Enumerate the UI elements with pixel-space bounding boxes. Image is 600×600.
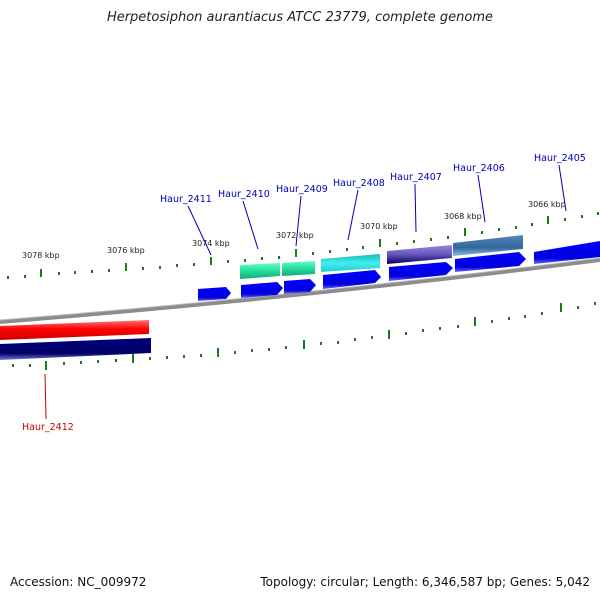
kbp-label: 3076 kbp <box>107 246 145 255</box>
gene-label-haur-2405: Haur_2405 <box>534 153 586 164</box>
gene-arrow <box>323 270 381 289</box>
kbp-label: 3074 kbp <box>192 239 230 248</box>
gene-bar-haur-2412 <box>0 320 149 340</box>
gene-label-haur-2409: Haur_2409 <box>276 184 328 195</box>
gene-label-haur-2410: Haur_2410 <box>218 189 270 200</box>
kbp-label: 3066 kbp <box>528 200 566 209</box>
kbp-label: 3078 kbp <box>22 251 60 260</box>
upper-tick-row <box>7 212 599 279</box>
upper-gene-bars <box>240 235 523 279</box>
lower-tick-row <box>12 302 596 370</box>
gene-arrow <box>534 241 600 264</box>
gene-bar-haur-2409 <box>282 261 315 276</box>
gene-bar-navy <box>0 338 151 360</box>
blue-gene-arrows <box>198 241 600 301</box>
gene-arrow <box>455 252 526 272</box>
gene-arrow <box>198 287 231 301</box>
gene-labels: Haur_2412 Haur_2411 Haur_2410 Haur_2409 … <box>22 153 586 433</box>
gene-bar-haur-2407 <box>387 245 452 264</box>
kbp-label: 3072 kbp <box>276 231 314 240</box>
gene-label-haur-2408: Haur_2408 <box>333 178 385 189</box>
accession-text: Accession: NC_009972 <box>10 575 147 589</box>
genome-title: Herpetosiphon aurantiacus ATCC 23779, co… <box>106 10 494 25</box>
gene-arrow <box>284 279 316 294</box>
gene-label-haur-2406: Haur_2406 <box>453 163 505 174</box>
gene-bar-haur-2408 <box>321 254 380 272</box>
kbp-label: 3070 kbp <box>360 222 398 231</box>
gene-label-haur-2412: Haur_2412 <box>22 422 74 433</box>
topology-text: Topology: circular; Length: 6,346,587 bp… <box>260 575 590 589</box>
kbp-labels: 3078 kbp 3076 kbp 3074 kbp 3072 kbp 3070… <box>22 200 566 260</box>
gene-label-haur-2407: Haur_2407 <box>390 172 442 183</box>
gene-arrow <box>241 282 283 298</box>
gene-label-haur-2411: Haur_2411 <box>160 194 212 205</box>
genome-backbone <box>0 258 600 324</box>
gene-arrow <box>389 262 453 281</box>
gene-bar-haur-2406 <box>453 235 523 256</box>
label-leader-lines <box>44 164 567 420</box>
gene-bar-haur-2410 <box>240 263 280 279</box>
kbp-label: 3068 kbp <box>444 212 482 221</box>
